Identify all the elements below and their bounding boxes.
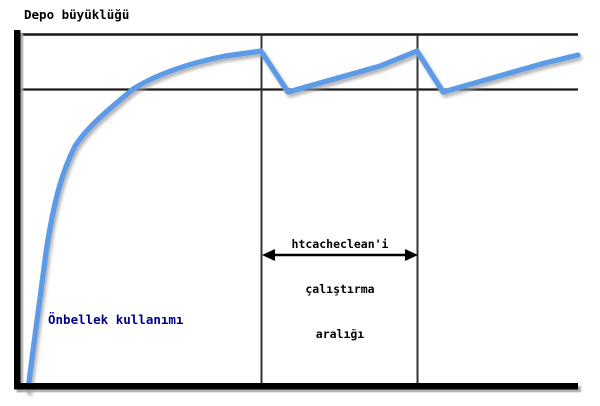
plot-area	[20, 35, 578, 389]
arrow-head-left	[262, 249, 275, 261]
page-title: Depo büyüklüğü	[24, 7, 130, 22]
x-axis	[14, 383, 578, 390]
cache-usage-label: Önbellek kullanımı	[48, 312, 184, 327]
y-axis	[14, 30, 21, 389]
arrow-head-right	[405, 249, 418, 261]
clean-interval-label-line1: htcacheclean'i	[291, 237, 389, 251]
clean-interval-arrow	[262, 249, 418, 261]
clean-interval-label-line3: aralığı	[315, 327, 365, 341]
clean-interval-label: htcacheclean'i çalıştırma aralığı	[262, 207, 418, 372]
cache-usage-curve	[25, 48, 581, 393]
clean-interval-label-line2: çalıştırma	[305, 282, 375, 296]
